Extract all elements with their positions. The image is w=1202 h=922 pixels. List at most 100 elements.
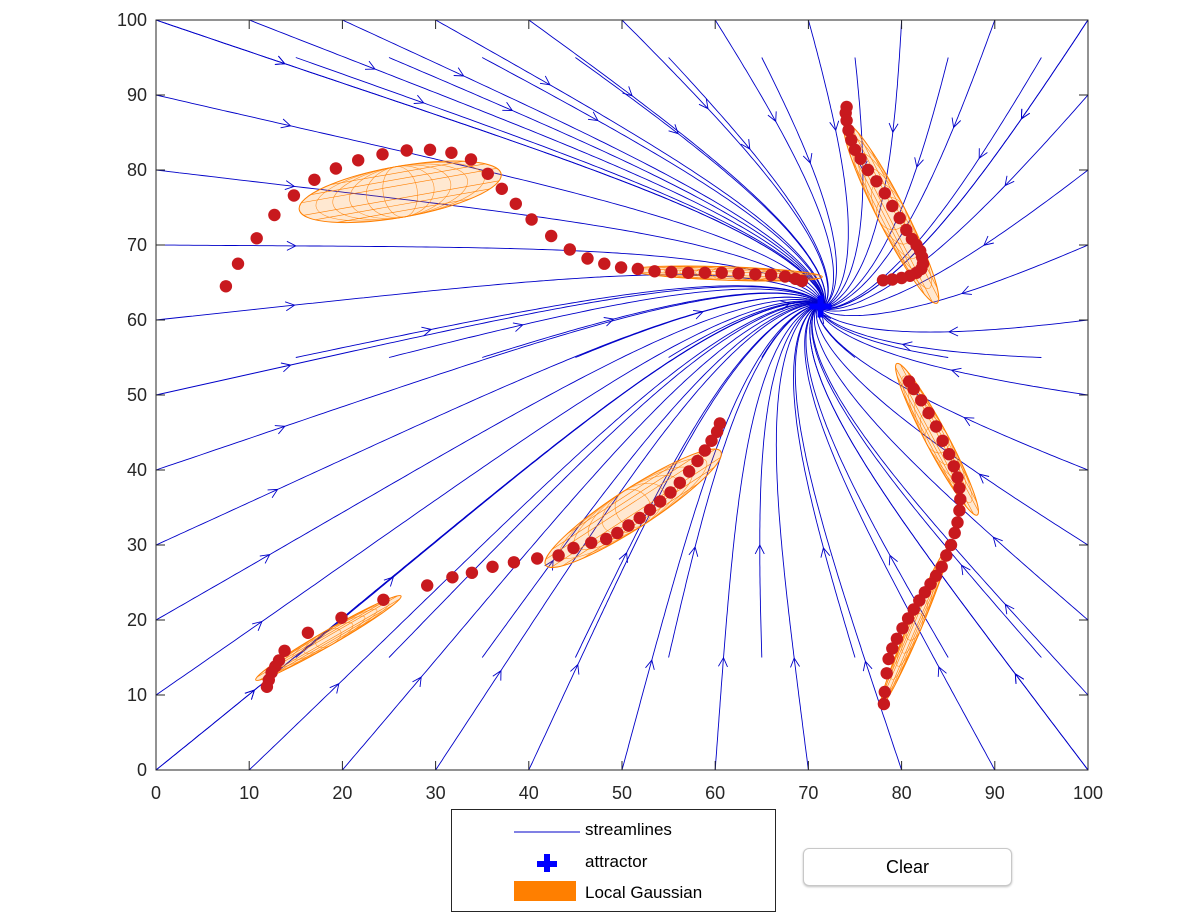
streamline-arrow [790, 657, 800, 668]
data-point [882, 652, 895, 666]
streamline-arrow [983, 235, 994, 246]
streamline-arrow [284, 301, 296, 312]
data-point [848, 143, 862, 156]
streamline [155, 94, 824, 304]
data-point [953, 504, 966, 517]
streamline [668, 57, 829, 306]
data-point [673, 476, 686, 489]
x-tick-label: 20 [332, 783, 352, 803]
data-point [377, 593, 390, 606]
data-point [335, 611, 348, 624]
data-point [525, 213, 538, 226]
streamline [621, 304, 816, 771]
streamline-arrow [244, 689, 256, 700]
data-point [886, 199, 899, 213]
data-point [705, 434, 718, 447]
streamline-arrow [645, 659, 655, 670]
streamline [818, 308, 1042, 358]
streamline [481, 57, 825, 306]
streamline-arrow [754, 544, 765, 555]
y-tick-label: 60 [127, 310, 147, 330]
streamline-arrow [329, 682, 340, 694]
x-tick-label: 30 [426, 783, 446, 803]
gaussian-parallel [330, 160, 464, 186]
streamline [793, 306, 856, 658]
data-point [710, 425, 724, 438]
streamline [822, 57, 949, 309]
streamline [249, 19, 824, 304]
gaussian-parallel [314, 188, 490, 221]
data-point [682, 266, 695, 279]
streamline [156, 244, 822, 304]
streamline-line-icon [514, 831, 580, 833]
data-point [951, 516, 964, 529]
y-tick-label: 70 [127, 235, 147, 255]
y-tick-label: 100 [117, 10, 147, 30]
data-point [698, 444, 712, 457]
data-point [614, 261, 628, 274]
streamline-arrow [829, 120, 840, 132]
streamline [388, 302, 818, 658]
data-point [423, 143, 437, 156]
data-point [876, 274, 890, 287]
streamline-arrow [992, 536, 1003, 548]
data-point [600, 532, 613, 546]
data-point [951, 471, 964, 484]
streamline [155, 292, 821, 471]
streamline-arrow [274, 425, 286, 435]
streamline [575, 57, 826, 306]
data-point [954, 493, 967, 506]
streamline [817, 308, 1089, 471]
gaussian-meridian [647, 265, 807, 282]
streamline [819, 310, 949, 358]
data-point [665, 265, 678, 279]
streamline-arrow [421, 326, 433, 337]
streamline-arrow [718, 656, 728, 668]
data-point [654, 495, 667, 508]
data-point [567, 541, 580, 555]
data-point [936, 434, 949, 447]
data-point [308, 173, 321, 186]
streamline-arrow [960, 564, 971, 576]
gaussian-parallel [896, 576, 942, 682]
streamline [668, 304, 816, 658]
data-point [861, 163, 875, 177]
streamline-arrow [951, 117, 962, 129]
gaussian-parallel [336, 198, 471, 223]
x-tick-label: 10 [239, 783, 259, 803]
streamline-arrow [539, 75, 551, 86]
x-tick-label: 100 [1073, 783, 1103, 803]
streamline [813, 306, 1089, 621]
gaussian-parallel [845, 138, 925, 295]
data-point [622, 519, 635, 532]
data-point [886, 642, 899, 655]
y-tick-label: 50 [127, 385, 147, 405]
streamline-arrow [948, 326, 959, 337]
data-point [260, 680, 274, 693]
gaussian-parallel [303, 180, 500, 216]
x-tick-label: 40 [519, 783, 539, 803]
data-point [795, 274, 809, 288]
gaussian-parallel [310, 163, 486, 195]
data-point [901, 612, 915, 625]
streamline [342, 303, 817, 771]
data-point [698, 266, 712, 279]
data-point [464, 153, 478, 166]
streamline-arrow [1004, 603, 1015, 615]
data-point [895, 271, 908, 285]
x-tick-label: 0 [151, 783, 161, 803]
gaussian-parallel [851, 158, 913, 278]
clear-button[interactable]: Clear [803, 848, 1012, 886]
data-point [907, 382, 920, 396]
streamline [481, 303, 819, 658]
data-point [854, 152, 867, 165]
streamline [155, 19, 824, 306]
gaussian-meridian [901, 375, 973, 503]
streamline-arrow [688, 546, 699, 557]
streamline [820, 309, 1089, 333]
y-tick-label: 40 [127, 460, 147, 480]
data-point [352, 154, 365, 167]
streamline-arrow [453, 67, 465, 77]
streamline-arrow [963, 417, 975, 427]
streamline-arrow [698, 98, 709, 110]
